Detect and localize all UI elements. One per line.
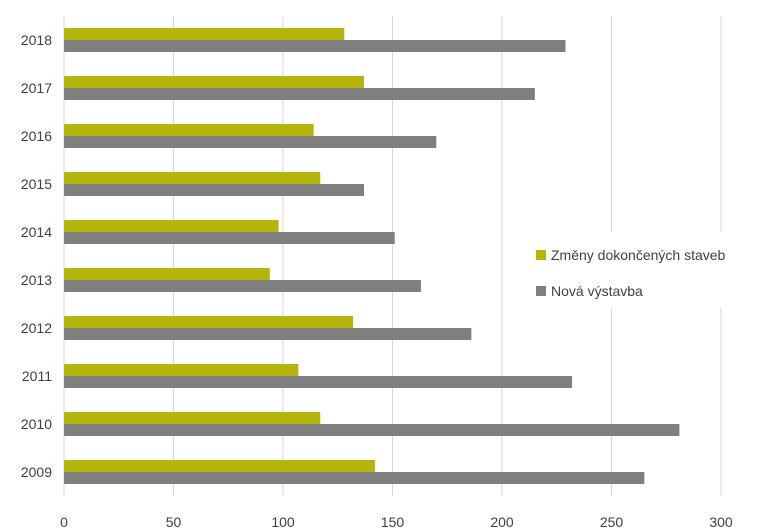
bar-2018-series-1 bbox=[64, 28, 345, 40]
bar-2011-series-2 bbox=[64, 376, 573, 388]
bar-2009-series-2 bbox=[64, 472, 645, 484]
bar-2013-series-1 bbox=[64, 268, 270, 280]
x-tick-label-3: 150 bbox=[381, 514, 405, 530]
bar-2014-series-1 bbox=[64, 220, 279, 232]
bar-2015-series-2 bbox=[64, 184, 365, 196]
x-tick-label-0: 0 bbox=[60, 514, 68, 530]
bar-2012-series-2 bbox=[64, 328, 472, 340]
y-tick-label-2010: 2010 bbox=[21, 416, 52, 432]
legend-swatch-series-1 bbox=[536, 250, 546, 260]
bar-2017-series-2 bbox=[64, 88, 535, 100]
bar-2014-series-2 bbox=[64, 232, 395, 244]
legend-label-series-1: Změny dokončených staveb bbox=[551, 247, 726, 263]
legend: Změny dokončených staveb Nová výstavba bbox=[527, 232, 757, 308]
bar-2016-series-2 bbox=[64, 136, 437, 148]
bar-2012-series-1 bbox=[64, 316, 354, 328]
y-tick-label-2016: 2016 bbox=[21, 128, 52, 144]
y-tick-label-2012: 2012 bbox=[21, 320, 52, 336]
bars bbox=[64, 28, 680, 484]
bar-2018-series-2 bbox=[64, 40, 566, 52]
legend-swatch-series-2 bbox=[536, 286, 546, 296]
x-axis-labels: 0 50 100 150 200 250 300 bbox=[60, 514, 733, 530]
y-tick-label-2011: 2011 bbox=[22, 368, 52, 384]
legend-label-series-2: Nová výstavba bbox=[551, 283, 643, 299]
bar-2009-series-1 bbox=[64, 460, 375, 472]
x-tick-label-1: 50 bbox=[166, 514, 182, 530]
bar-2013-series-2 bbox=[64, 280, 421, 292]
x-tick-label-4: 200 bbox=[490, 514, 514, 530]
y-tick-label-2009: 2009 bbox=[21, 464, 52, 480]
y-tick-label-2014: 2014 bbox=[21, 224, 52, 240]
bar-2010-series-2 bbox=[64, 424, 680, 436]
y-tick-label-2015: 2015 bbox=[21, 176, 52, 192]
bar-2010-series-1 bbox=[64, 412, 321, 424]
y-axis-labels: 2009 2010 2011 2012 2013 2014 2015 2016 2017 2018 bbox=[21, 32, 52, 480]
y-tick-label-2013: 2013 bbox=[21, 272, 52, 288]
bar-2011-series-1 bbox=[64, 364, 299, 376]
x-tick-label-6: 300 bbox=[709, 514, 733, 530]
bar-2017-series-1 bbox=[64, 76, 365, 88]
x-tick-label-2: 100 bbox=[271, 514, 295, 530]
legend-background bbox=[527, 232, 757, 308]
y-tick-label-2017: 2017 bbox=[21, 80, 52, 96]
x-tick-label-5: 250 bbox=[600, 514, 624, 530]
bar-2016-series-1 bbox=[64, 124, 314, 136]
bar-2015-series-1 bbox=[64, 172, 321, 184]
y-tick-label-2018: 2018 bbox=[21, 32, 52, 48]
